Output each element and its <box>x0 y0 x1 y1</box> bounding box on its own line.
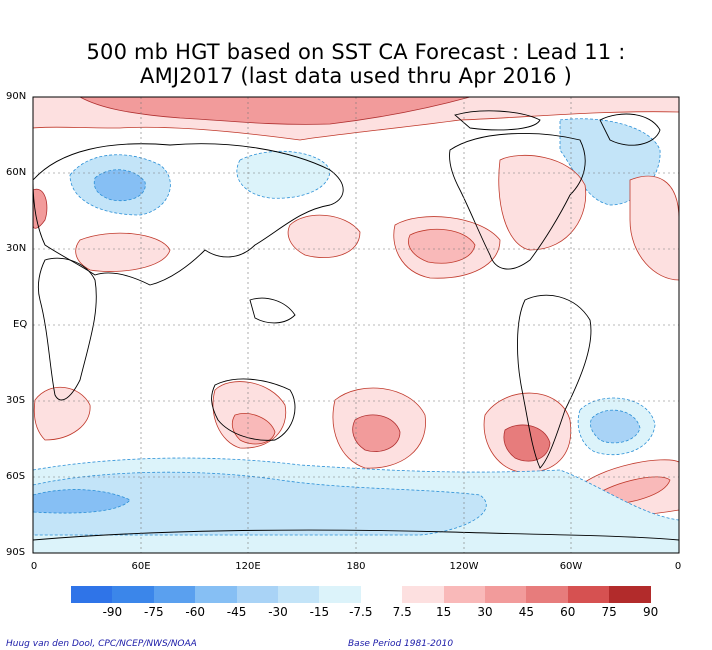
colorbar-tick-label: 75 <box>601 605 617 619</box>
credit-author: Huug van den Dool, CPC/NCEP/NWS/NOAA <box>6 639 197 649</box>
lon-label-120e: 120E <box>235 561 261 572</box>
lat-label-90n: 90N <box>6 91 27 102</box>
colorbar-tick-label: 60 <box>560 605 576 619</box>
lon-label-60w: 60W <box>559 561 583 572</box>
colorbar-swatch <box>112 586 155 603</box>
lat-label-90s: 90S <box>6 547 26 558</box>
lat-label-eq: EQ <box>13 319 28 330</box>
colorbar-tick-label: 30 <box>477 605 493 619</box>
south-america-outline <box>517 294 592 469</box>
eurasia-outline <box>33 143 344 286</box>
lat-label-30n: 30N <box>6 243 27 254</box>
credit-base-period: Base Period 1981-2010 <box>348 639 454 649</box>
map-frame <box>32 96 680 554</box>
colorbar-tick-label: 7.5 <box>392 605 412 619</box>
lon-label-60e: 60E <box>131 561 151 572</box>
map-title-line-1: 500 mb HGT based on SST CA Forecast : Le… <box>86 40 626 64</box>
contour-south-pacific-core <box>352 414 401 452</box>
contour-south-america-core <box>503 424 551 462</box>
colorbar-swatch <box>443 586 486 603</box>
contour-europe-positive <box>629 175 679 281</box>
contour-pacific-positive-a <box>287 214 361 258</box>
contour-north-america-positive <box>498 154 587 251</box>
africa-outline <box>37 257 97 401</box>
graticule <box>33 97 679 553</box>
greenland-outline <box>599 113 661 146</box>
colorbar-swatch <box>278 586 320 603</box>
contour-pacific-positive-b-core <box>408 228 476 264</box>
lat-label-60n: 60N <box>6 167 27 178</box>
colorbar-swatch <box>319 586 362 603</box>
colorbar-tick-label: -60 <box>185 605 205 619</box>
lon-label-0-east: 0 <box>674 561 682 572</box>
colorbar-swatch <box>485 586 527 603</box>
lat-label-60s: 60S <box>6 471 26 482</box>
colorbar-swatch <box>526 586 569 603</box>
colorbar-swatch <box>609 586 652 603</box>
map-title-line-2: AMJ2017 (last data used thru Apr 2016 ) <box>140 64 572 88</box>
contour-antarctic-negative-core <box>33 489 131 514</box>
colorbar-tick-label: -90 <box>102 605 123 619</box>
colorbar-tick-label: -15 <box>309 605 330 619</box>
colorbar-tick-label: 15 <box>435 605 452 619</box>
colorbar-swatch <box>402 586 445 603</box>
maritime-continent-outline <box>249 297 296 324</box>
lat-label-30s: 30S <box>6 395 26 406</box>
contour-middle-east-positive <box>75 232 171 272</box>
arctic-islands-outline <box>454 110 541 131</box>
colorbar-swatch <box>236 586 279 603</box>
lon-label-120w: 120W <box>449 561 479 572</box>
colorbar-tick-label: -30 <box>268 605 288 619</box>
contour-north-polar-strong <box>79 97 471 125</box>
contour-antarctic-negative-2 <box>33 471 487 536</box>
lon-label-180: 180 <box>346 561 366 572</box>
contour-south-atlantic-west-positive <box>33 386 91 441</box>
colorbar-tick-label: -75 <box>143 605 164 619</box>
contour-north-pacific-negative <box>236 150 331 199</box>
colorbar-swatch <box>71 586 113 603</box>
contour-siberia-core <box>93 169 146 202</box>
north-america-outline <box>449 132 586 270</box>
colorbar-tick-label: -7.5 <box>349 605 373 619</box>
colorbar-swatch <box>360 586 403 603</box>
contour-south-atlantic-negative-core <box>590 409 641 444</box>
colorbar-swatch <box>153 586 196 603</box>
colorbar-tick-label: 90 <box>642 605 659 619</box>
lon-label-0: 0 <box>30 561 38 572</box>
coastlines <box>33 110 679 541</box>
anomaly-field <box>33 97 679 553</box>
colorbar-tick-label: 45 <box>518 605 535 619</box>
australia-outline <box>211 378 296 441</box>
antarctica-outline <box>33 529 679 541</box>
colorbar-swatch <box>567 586 610 603</box>
colorbar-swatch <box>195 586 238 603</box>
colorbar-tick-label: -45 <box>226 605 247 619</box>
